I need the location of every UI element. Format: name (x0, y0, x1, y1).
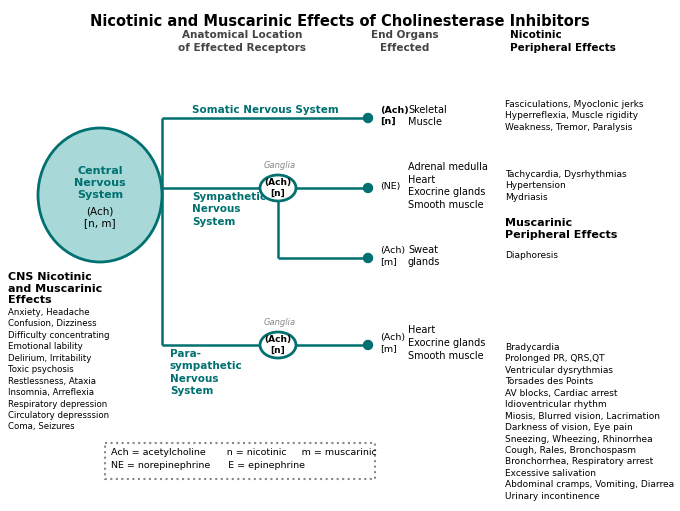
Ellipse shape (260, 175, 296, 201)
Text: (Ach)
[m]: (Ach) [m] (380, 246, 405, 266)
Ellipse shape (260, 332, 296, 358)
Circle shape (364, 340, 373, 350)
Text: (NE): (NE) (380, 181, 401, 191)
Text: (Ach)
[n]: (Ach) [n] (265, 335, 292, 355)
Text: (Ach)
[m]: (Ach) [m] (380, 333, 405, 353)
Text: (Ach)
[n]: (Ach) [n] (265, 178, 292, 198)
Text: Nicotinic and Muscarinic Effects of Cholinesterase Inhibitors: Nicotinic and Muscarinic Effects of Chol… (90, 14, 590, 29)
Text: Diaphoresis: Diaphoresis (505, 251, 558, 261)
Ellipse shape (38, 128, 162, 262)
Text: Sympathetic
Nervous
System: Sympathetic Nervous System (192, 192, 266, 227)
Text: Bradycardia
Prolonged PR, QRS,QT
Ventricular dysrythmias
Torsades des Points
AV : Bradycardia Prolonged PR, QRS,QT Ventric… (505, 343, 674, 501)
Text: Para-
sympathetic
Nervous
System: Para- sympathetic Nervous System (170, 349, 243, 396)
Text: End Organs
Effected: End Organs Effected (371, 30, 439, 53)
Circle shape (364, 253, 373, 263)
Text: Ganglia: Ganglia (264, 161, 296, 170)
Text: Heart
Exocrine glands
Smooth muscle: Heart Exocrine glands Smooth muscle (408, 325, 486, 361)
Text: Fasciculations, Myoclonic jerks
Hyperreflexia, Muscle rigidity
Weakness, Tremor,: Fasciculations, Myoclonic jerks Hyperref… (505, 100, 643, 132)
FancyBboxPatch shape (105, 443, 375, 479)
Text: Ganglia: Ganglia (264, 318, 296, 327)
Text: CNS Nicotinic
and Muscarinic
Effects: CNS Nicotinic and Muscarinic Effects (8, 272, 102, 305)
Text: (Ach)
[n, m]: (Ach) [n, m] (84, 206, 116, 228)
Text: Adrenal medulla
Heart
Exocrine glands
Smooth muscle: Adrenal medulla Heart Exocrine glands Sm… (408, 162, 488, 210)
Text: Ach = acetylcholine       n = nicotinic     m = muscarinic
NE = norepinephrine  : Ach = acetylcholine n = nicotinic m = mu… (111, 448, 377, 470)
Text: Muscarinic
Peripheral Effects: Muscarinic Peripheral Effects (505, 218, 617, 240)
Text: Sweat
glands: Sweat glands (408, 245, 441, 267)
Text: (Ach)
[n]: (Ach) [n] (380, 106, 409, 126)
Text: Anxiety, Headache
Confusion, Dizziness
Difficulty concentrating
Emotional labili: Anxiety, Headache Confusion, Dizziness D… (8, 308, 109, 431)
Circle shape (364, 183, 373, 193)
Circle shape (364, 113, 373, 123)
Text: Central
Nervous
System: Central Nervous System (74, 166, 126, 200)
Text: Anatomical Location
of Effected Receptors: Anatomical Location of Effected Receptor… (178, 30, 306, 53)
Text: Nicotinic
Peripheral Effects: Nicotinic Peripheral Effects (510, 30, 616, 53)
Text: Tachycardia, Dysrhythmias
Hypertension
Mydriasis: Tachycardia, Dysrhythmias Hypertension M… (505, 170, 627, 202)
Text: Somatic Nervous System: Somatic Nervous System (192, 105, 339, 115)
Text: Skeletal
Muscle: Skeletal Muscle (408, 105, 447, 127)
